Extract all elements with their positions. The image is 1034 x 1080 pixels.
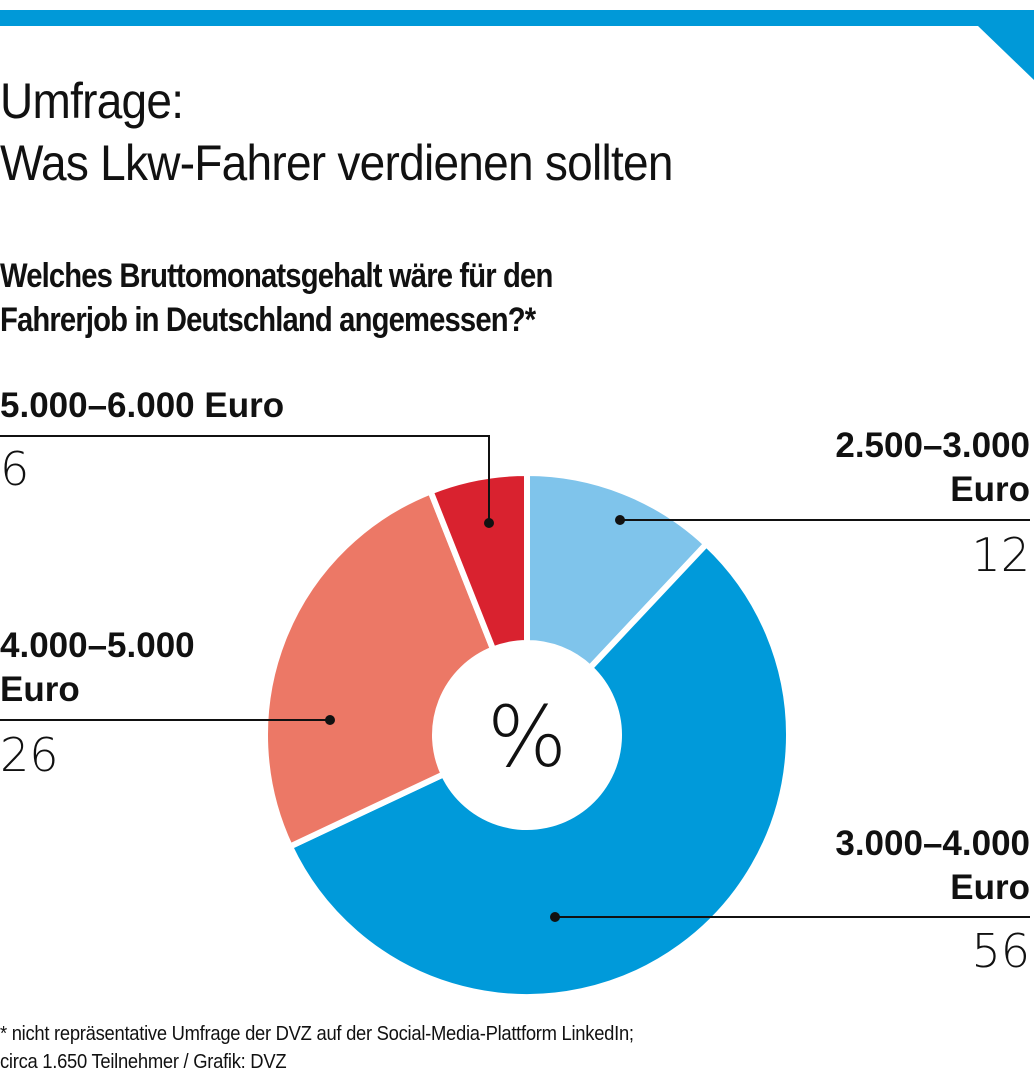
footnote-line-2: circa 1.650 Teilnehmer / Grafik: DVZ (0, 1051, 287, 1073)
footnote-line-1: * nicht repräsentative Umfrage der DVZ a… (0, 1023, 634, 1045)
donut-slice-3 (262, 487, 498, 851)
leader-5000-6000-dot (484, 518, 494, 528)
donut-slice-4 (426, 469, 530, 654)
label-4000-5000: 4.000–5.000 Euro (0, 624, 195, 712)
leader-4000-5000-dot (325, 715, 335, 725)
title-line-1: Umfrage: (0, 73, 184, 129)
center-percent-label: % (487, 688, 567, 786)
label-5000-6000: 5.000–6.000 Euro (0, 384, 284, 428)
value-3000-4000: 56 (971, 924, 1030, 978)
label-3000-4000: 3.000–4.000 Euro (835, 822, 1030, 910)
leader-lines (0, 435, 1030, 922)
label-2500-3000-line2: Euro (950, 470, 1030, 509)
subtitle-line-2: Fahrerjob in Deutschland angemessen?* (0, 301, 536, 339)
top-accent-bar (0, 10, 1034, 80)
donut-slices (262, 469, 792, 1000)
value-5000-6000: 6 (0, 442, 30, 496)
label-2500-3000-line1: 2.500–3.000 (835, 426, 1030, 465)
label-3000-4000-line1: 3.000–4.000 (835, 824, 1030, 863)
value-4000-5000: 26 (0, 728, 59, 782)
title-line-2: Was Lkw-Fahrer verdienen sollten (0, 135, 673, 191)
label-5000-6000-text: 5.000–6.000 Euro (0, 386, 285, 425)
leader-3000-4000-dot (550, 912, 560, 922)
label-4000-5000-line2: Euro (0, 670, 80, 709)
value-2500-3000: 12 (971, 528, 1030, 582)
donut-slice-1 (524, 469, 711, 673)
chart-subtitle: Welches Bruttomonatsgehalt wäre für den … (0, 254, 553, 342)
leader-2500-3000-dot (615, 515, 625, 525)
accent-corner (978, 26, 1034, 80)
donut-slice-2 (285, 539, 792, 1000)
leader-5000-6000-line (0, 435, 490, 523)
accent-bar (0, 10, 1034, 26)
label-4000-5000-line1: 4.000–5.000 (0, 626, 195, 665)
subtitle-line-1: Welches Bruttomonatsgehalt wäre für den (0, 257, 553, 295)
chart-title: Umfrage: Was Lkw-Fahrer verdienen sollte… (0, 70, 673, 194)
label-2500-3000: 2.500–3.000 Euro (835, 424, 1030, 512)
footnote: * nicht repräsentative Umfrage der DVZ a… (0, 1020, 634, 1076)
label-3000-4000-line2: Euro (950, 868, 1030, 907)
